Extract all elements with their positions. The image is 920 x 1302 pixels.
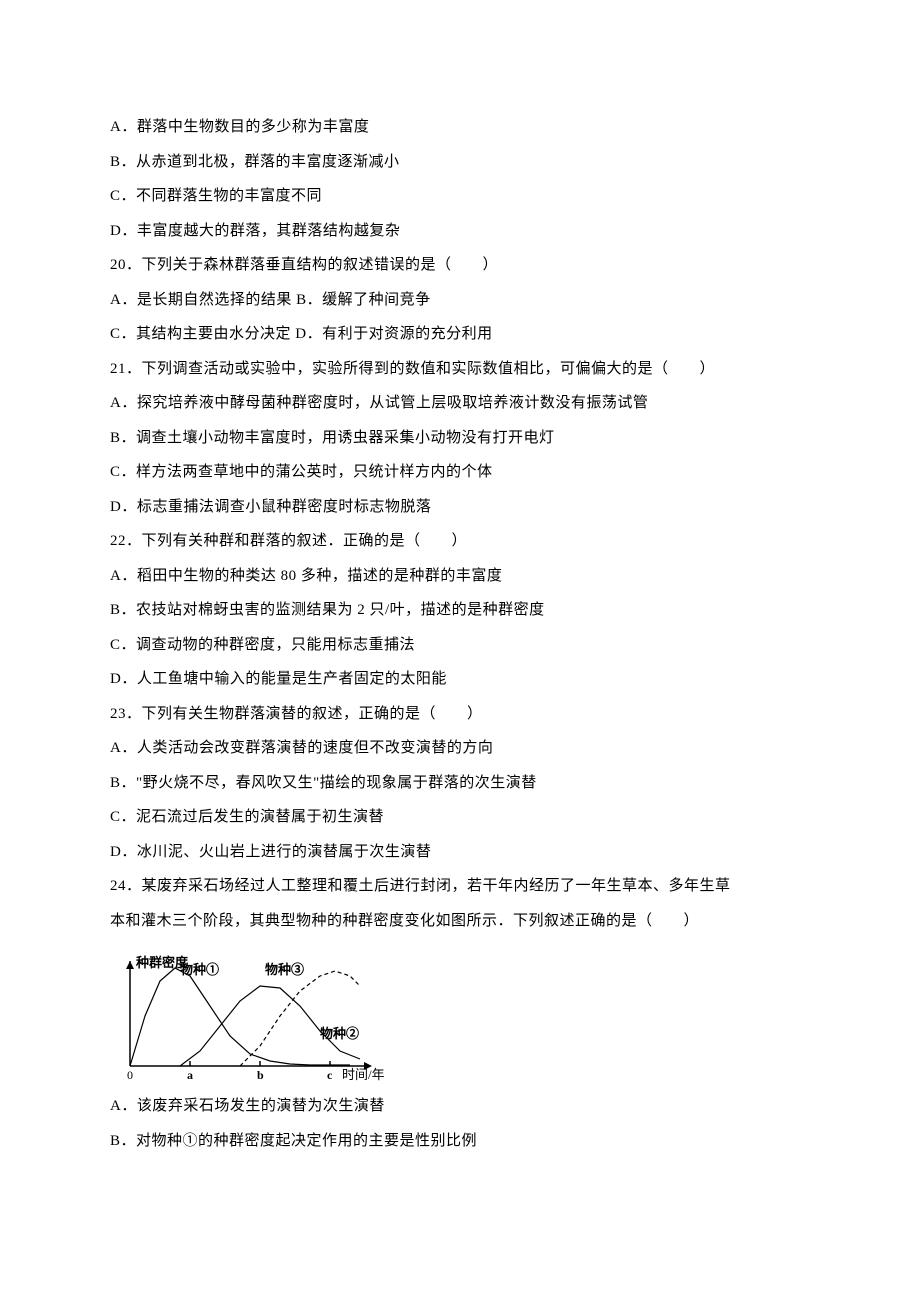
option-a-23: A．人类活动会改变群落演替的速度但不改变演替的方向 <box>110 731 810 766</box>
svg-text:物种③: 物种③ <box>265 962 304 977</box>
option-c-23: C．泥石流过后发生的演替属于初生演替 <box>110 800 810 835</box>
option-b-24: B．对物种①的种群密度起决定作用的主要是性别比例 <box>110 1124 810 1159</box>
option-a-21: A．探究培养液中酵母菌种群密度时，从试管上层吸取培养液计数没有振荡试管 <box>110 386 810 421</box>
option-c-22: C．调查动物的种群密度，只能用标志重捕法 <box>110 628 810 663</box>
chart-svg: 种群密度时间/年0abc物种①物种②物种③ <box>110 946 390 1081</box>
option-d-22: D．人工鱼塘中输入的能量是生产者固定的太阳能 <box>110 662 810 697</box>
svg-text:a: a <box>187 1068 193 1081</box>
question-20: 20．下列关于森林群落垂直结构的叙述错误的是（ ） <box>110 248 810 283</box>
option-a-22: A．稻田中生物的种类达 80 多种，描述的是种群的丰富度 <box>110 559 810 594</box>
svg-text:b: b <box>257 1068 264 1081</box>
option-b-19: B．从赤道到北极，群落的丰富度逐渐减小 <box>110 145 810 180</box>
option-d-23: D．冰川泥、火山岩上进行的演替属于次生演替 <box>110 835 810 870</box>
svg-text:物种②: 物种② <box>320 1026 359 1041</box>
option-b-23: B．"野火烧不尽，春风吹又生"描绘的现象属于群落的次生演替 <box>110 766 810 801</box>
options-20-ab: A．是长期自然选择的结果 B．缓解了种间竞争 <box>110 283 810 318</box>
question-23: 23．下列有关生物群落演替的叙述，正确的是（ ） <box>110 697 810 732</box>
svg-text:c: c <box>327 1068 333 1081</box>
option-a-24: A．该废弃采石场发生的演替为次生演替 <box>110 1089 810 1124</box>
option-c-19: C．不同群落生物的丰富度不同 <box>110 179 810 214</box>
question-21: 21．下列调查活动或实验中，实验所得到的数值和实际数值相比，可偏偏大的是（ ） <box>110 352 810 387</box>
option-a-19: A．群落中生物数目的多少称为丰富度 <box>110 110 810 145</box>
option-c-21: C．样方法两查草地中的蒲公英时，只统计样方内的个体 <box>110 455 810 490</box>
question-24-line1: 24．某废弃采石场经过人工整理和覆土后进行封闭，若干年内经历了一年生草本、多年生… <box>110 869 810 904</box>
svg-text:0: 0 <box>127 1068 133 1081</box>
question-22: 22．下列有关种群和群落的叙述．正确的是（ ） <box>110 524 810 559</box>
svg-text:时间/年: 时间/年 <box>342 1067 385 1081</box>
option-b-21: B．调查土壤小动物丰富度时，用诱虫器采集小动物没有打开电灯 <box>110 421 810 456</box>
species-density-chart: 种群密度时间/年0abc物种①物种②物种③ <box>110 946 390 1081</box>
option-d-21: D．标志重捕法调查小鼠种群密度时标志物脱落 <box>110 490 810 525</box>
option-b-22: B．农技站对棉蚜虫害的监测结果为 2 只/叶，描述的是种群密度 <box>110 593 810 628</box>
question-24-line2: 本和灌木三个阶段，其典型物种的种群密度变化如图所示．下列叙述正确的是（ ） <box>110 904 810 939</box>
svg-text:物种①: 物种① <box>180 962 219 977</box>
option-d-19: D．丰富度越大的群落，其群落结构越复杂 <box>110 214 810 249</box>
options-20-cd: C．其结构主要由水分决定 D．有利于对资源的充分利用 <box>110 317 810 352</box>
